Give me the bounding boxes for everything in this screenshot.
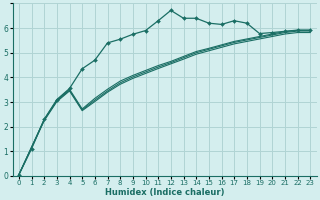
X-axis label: Humidex (Indice chaleur): Humidex (Indice chaleur) xyxy=(105,188,224,197)
